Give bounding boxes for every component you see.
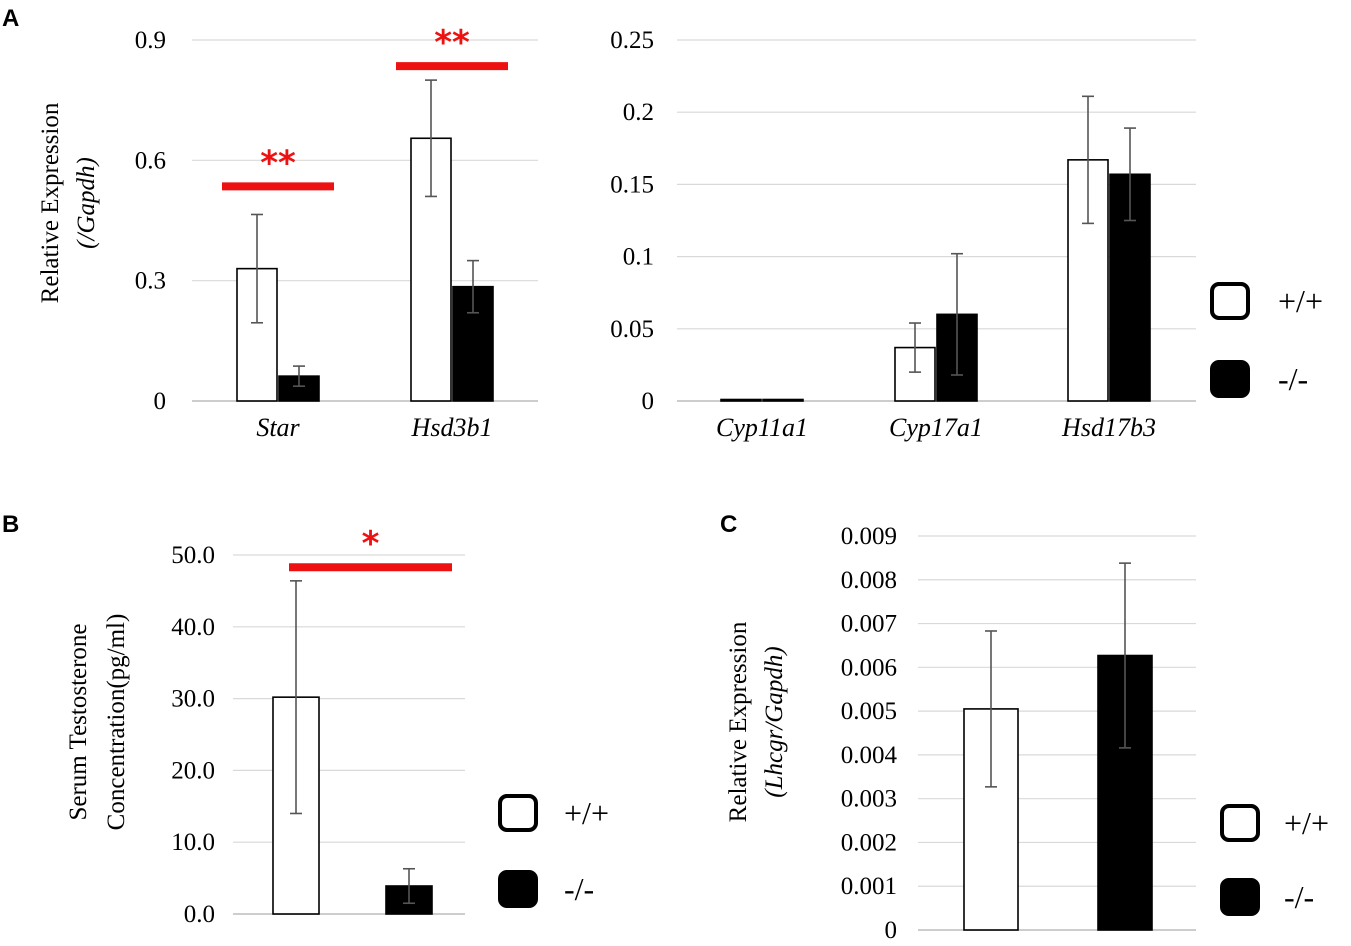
category-label-hsd17b3: Hsd17b3 (1061, 413, 1156, 442)
legend-a-ko-swatch (1210, 360, 1250, 398)
legend-c-wt-label: +/+ (1284, 805, 1329, 841)
y-tick-label: 50.0 (171, 542, 215, 569)
y-tick-label: 0.003 (841, 786, 897, 813)
category-label-hsd3b1: Hsd3b1 (411, 413, 493, 442)
y-tick-label: 0.25 (610, 27, 654, 54)
legend-a-ko-label: -/- (1278, 361, 1308, 397)
y-tick-label: 0 (885, 917, 898, 944)
y-axis-sublabel-c: (Lhcgr/Gapdh) (761, 646, 788, 797)
legend-a-wt-swatch (1210, 282, 1250, 320)
legend-b-wt-swatch (498, 794, 538, 832)
legend-c: +/+ -/- (1220, 804, 1329, 916)
y-tick-label: 0.0 (184, 901, 215, 928)
legend-c-ko-swatch (1220, 878, 1260, 916)
y-tick-label: 0.2 (623, 99, 654, 126)
y-tick-label: 0.15 (610, 171, 654, 198)
y-tick-label: 40.0 (171, 614, 215, 641)
y-tick-label: 0 (154, 388, 167, 415)
chart-a-star-hsd3b1: 0 0.3 0.6 0.9 Star Hsd3b1 ** ** Relative Expr… (37, 23, 538, 442)
legend-b-ko-swatch (498, 870, 538, 908)
chart-a-cyp-hsd17b3: 0 0.05 0.1 0.15 0.2 0.25 Cyp11a1 Cyp17a1 Hsd17b… (610, 27, 1196, 442)
error-bar-hsd3b1-ko (467, 259, 479, 314)
y-axis-label-a: Relative Expression (37, 102, 64, 303)
significance-label: * (362, 524, 380, 564)
legend-b-wt-label: +/+ (564, 795, 609, 831)
panel-letter-c: C (720, 511, 737, 538)
significance-label: ** (434, 23, 470, 63)
error-bar-hsd17b3-wt (1082, 95, 1094, 225)
error-bar-cyp17a1-ko (951, 252, 963, 376)
chart-c-lhcgr: 0 0.001 0.002 0.003 0.004 0.005 0.006 0.007 0.00… (725, 523, 1196, 944)
y-axis-label-c: Relative Expression (725, 621, 752, 822)
bar-cyp11a1-ko (762, 398, 804, 402)
y-tick-label: 0.002 (841, 829, 897, 856)
category-label-cyp17a1: Cyp17a1 (889, 413, 983, 442)
y-tick-label: 0.007 (841, 611, 897, 638)
y-tick-label: 0.1 (623, 244, 654, 271)
legend-b: +/+ -/- (498, 794, 609, 908)
error-bar-ko (403, 867, 415, 905)
chart-b-serum-testosterone: 0.0 10.0 20.0 30.0 40.0 50.0 * Serum Testoste… (65, 524, 465, 928)
error-bar-hsd17b3-ko (1124, 127, 1136, 222)
legend-c-wt-swatch (1220, 804, 1260, 842)
y-tick-label: 0.05 (610, 316, 654, 343)
error-bar-cyp17a1-wt (909, 322, 921, 373)
y-tick-label: 0 (642, 388, 655, 415)
error-bar-star-wt (251, 213, 263, 324)
y-tick-label: 0.008 (841, 567, 897, 594)
y-axis-label-b: Serum Testosterone (65, 623, 92, 820)
legend-b-ko-label: -/- (564, 871, 594, 907)
legend-a-wt-label: +/+ (1278, 283, 1323, 319)
error-bar-wt (290, 580, 302, 815)
y-tick-label: 0.6 (135, 147, 166, 174)
error-bar-hsd3b1-wt (425, 79, 437, 198)
legend-a: +/+ -/- (1210, 282, 1323, 398)
y-tick-label: 20.0 (171, 757, 215, 784)
y-tick-label: 0.006 (841, 654, 897, 681)
error-bar-star-ko (293, 365, 305, 387)
y-tick-label: 0.3 (135, 268, 166, 295)
significance-label: ** (260, 143, 296, 183)
error-bar-ko (1119, 562, 1131, 749)
bar-cyp11a1-wt (720, 398, 762, 402)
y-tick-label: 0.001 (841, 873, 897, 900)
panel-letter-a: A (2, 5, 19, 32)
y-axis-sublabel-a: (/Gapdh) (73, 157, 100, 249)
legend-c-ko-label: -/- (1284, 879, 1314, 915)
y-axis-sublabel-b: Concentration(pg/ml) (103, 614, 130, 831)
y-tick-label: 30.0 (171, 686, 215, 713)
category-label-cyp11a1: Cyp11a1 (716, 413, 808, 442)
y-tick-label: 0.9 (135, 27, 166, 54)
category-label-star: Star (256, 413, 300, 442)
y-tick-label: 10.0 (171, 829, 215, 856)
y-tick-label: 0.005 (841, 698, 897, 725)
y-tick-label: 0.009 (841, 523, 897, 550)
panel-letter-b: B (2, 511, 19, 538)
y-tick-label: 0.004 (841, 742, 898, 769)
error-bar-wt (985, 630, 997, 788)
